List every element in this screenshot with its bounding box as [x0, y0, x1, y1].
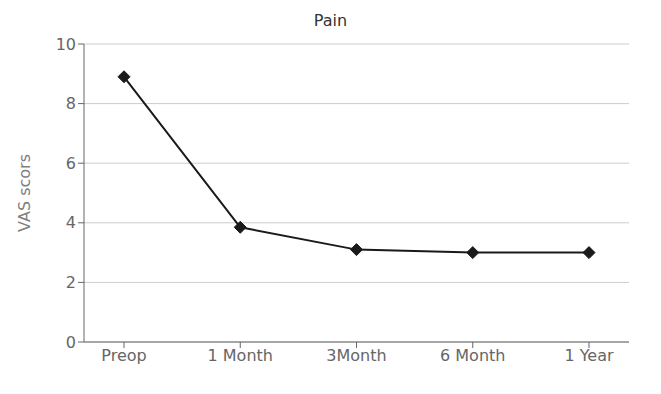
svg-text:1 Year: 1 Year — [564, 346, 614, 365]
svg-text:6: 6 — [66, 154, 76, 173]
svg-text:0: 0 — [66, 333, 76, 352]
svg-text:4: 4 — [66, 213, 76, 232]
svg-text:3Month: 3Month — [326, 346, 386, 365]
svg-text:8: 8 — [66, 94, 76, 113]
svg-text:10: 10 — [56, 35, 76, 54]
svg-text:2: 2 — [66, 273, 76, 292]
svg-text:6 Month: 6 Month — [440, 346, 505, 365]
svg-text:Preop: Preop — [101, 346, 146, 365]
svg-text:VAS scors: VAS scors — [15, 154, 34, 232]
html-text:Pain: Pain — [313, 11, 348, 30]
svg-text:1 Month: 1 Month — [208, 346, 273, 365]
